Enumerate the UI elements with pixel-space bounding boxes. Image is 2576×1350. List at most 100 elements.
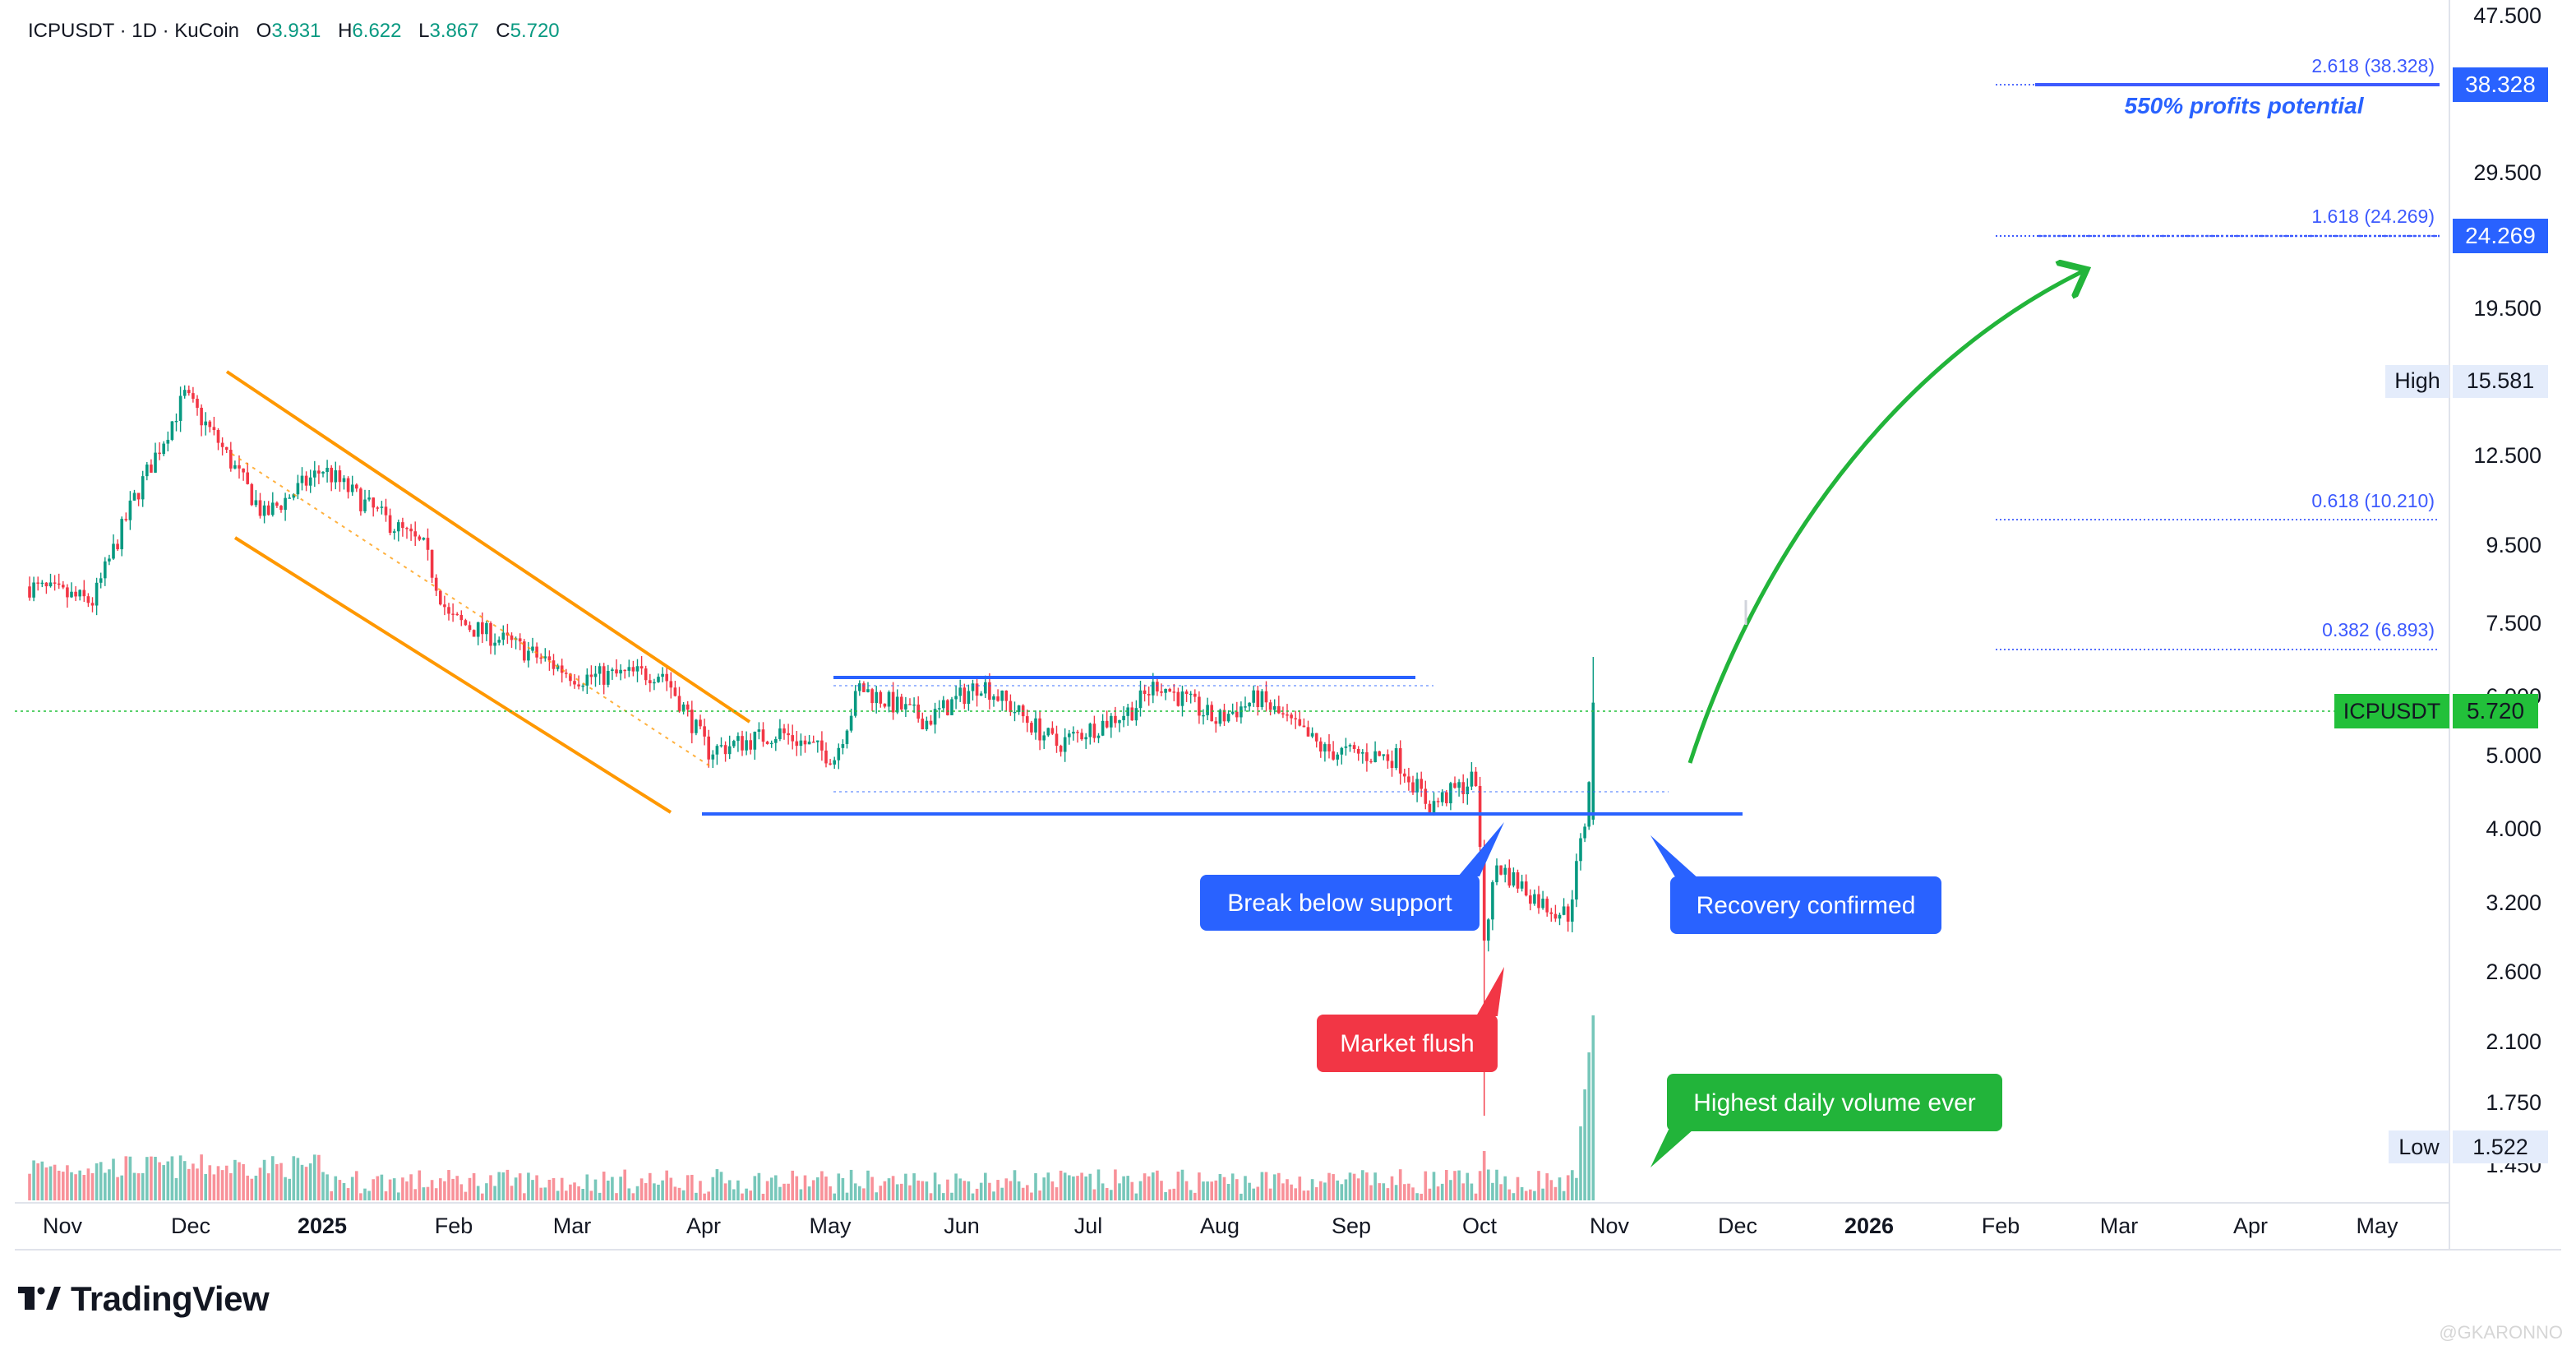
candle-body xyxy=(602,666,606,685)
volume-bar xyxy=(925,1181,929,1200)
candle-body xyxy=(204,421,207,426)
candle-body xyxy=(649,680,652,684)
candle-body xyxy=(845,730,849,745)
candle-body xyxy=(736,736,740,742)
volume-bar xyxy=(1533,1190,1536,1200)
tradingview-logo[interactable]: TradingView xyxy=(18,1279,270,1319)
candle-body xyxy=(1365,751,1369,761)
volume-bar xyxy=(627,1188,631,1200)
volume-bar xyxy=(657,1184,660,1200)
volume-bar xyxy=(1084,1176,1087,1200)
candle-body xyxy=(745,740,748,751)
volume-bar xyxy=(833,1193,836,1200)
candle-body xyxy=(1248,702,1251,707)
volume-bar xyxy=(866,1170,870,1200)
candle-body xyxy=(145,465,149,477)
candle-body xyxy=(288,497,291,499)
volume-bar xyxy=(963,1181,967,1200)
candle-body xyxy=(925,720,929,730)
volume-bar xyxy=(900,1183,903,1200)
volume-bar xyxy=(879,1186,883,1200)
volume-bar xyxy=(887,1178,891,1200)
candle-body xyxy=(1553,913,1558,919)
candle-body xyxy=(1017,705,1021,712)
candle-body xyxy=(757,729,761,732)
candle-body xyxy=(619,669,622,674)
volume-bar xyxy=(1298,1177,1302,1200)
candle-body xyxy=(330,467,333,483)
candle-body xyxy=(552,660,556,669)
candle-body xyxy=(573,681,576,685)
volume-bar xyxy=(178,1155,182,1200)
candle-body xyxy=(799,740,803,747)
volume-bar xyxy=(1566,1175,1570,1200)
candle-body xyxy=(958,687,962,696)
time-tick: Nov xyxy=(1590,1214,1630,1238)
candle-body xyxy=(405,528,409,529)
candle-body xyxy=(128,500,132,520)
author-watermark: @GKARONNO xyxy=(2439,1322,2563,1343)
candle-body xyxy=(284,497,287,511)
volume-bar xyxy=(1009,1181,1013,1200)
volume-bar xyxy=(1222,1177,1226,1200)
candle-body xyxy=(627,667,631,671)
candle-body xyxy=(443,604,446,608)
candle-body xyxy=(971,683,975,691)
volume-bar xyxy=(510,1186,514,1200)
volume-bar xyxy=(204,1174,207,1200)
candle-body xyxy=(1545,899,1549,913)
volume-bar xyxy=(506,1169,510,1200)
interval[interactable]: 1D xyxy=(132,20,157,42)
candle-body xyxy=(317,470,321,474)
volume-bar xyxy=(1420,1193,1423,1200)
candle-body xyxy=(409,528,413,532)
volume-bar xyxy=(560,1177,564,1200)
volume-bar xyxy=(1180,1169,1184,1200)
candle-body xyxy=(803,740,807,745)
volume-bar xyxy=(992,1191,995,1200)
volume-bar xyxy=(413,1189,417,1200)
candle-body xyxy=(1369,761,1373,763)
candle-body xyxy=(1348,745,1352,747)
candle-body xyxy=(690,710,694,733)
volume-bar xyxy=(1507,1189,1512,1200)
candle-body xyxy=(208,421,212,428)
volume-bar xyxy=(376,1176,380,1200)
candle-body xyxy=(1386,754,1390,761)
candle-body xyxy=(1310,733,1314,737)
candle-body xyxy=(254,500,258,506)
candle-body xyxy=(1068,733,1071,737)
volume-bar xyxy=(1558,1177,1562,1200)
candle-body xyxy=(392,531,396,534)
candle-body xyxy=(699,719,702,727)
volume-bar xyxy=(1457,1170,1461,1200)
volume-bar xyxy=(166,1161,170,1200)
volume-bar xyxy=(434,1188,438,1200)
volume-bar xyxy=(363,1188,367,1200)
volume-bar xyxy=(681,1190,686,1200)
candle-body xyxy=(1352,745,1356,750)
candle-body xyxy=(539,657,542,659)
volume-bar xyxy=(44,1167,48,1200)
volume-bar xyxy=(187,1168,191,1200)
candle-body xyxy=(1026,716,1029,724)
volume-bar xyxy=(170,1156,174,1200)
candle-body xyxy=(547,656,552,661)
volume-bar xyxy=(1277,1172,1281,1200)
symbol-name[interactable]: ICPUSDT xyxy=(28,20,114,42)
volume-bar xyxy=(1004,1178,1009,1200)
candle-body xyxy=(321,472,325,474)
volume-bar xyxy=(162,1165,165,1200)
candle-body xyxy=(95,582,99,606)
volume-bar xyxy=(212,1174,216,1200)
open-value: 3.931 xyxy=(271,20,321,42)
volume-bar xyxy=(1126,1176,1129,1200)
exchange: KuCoin xyxy=(174,20,239,42)
volume-bar xyxy=(40,1161,44,1200)
candle-body xyxy=(1156,682,1159,692)
candle-body xyxy=(1286,714,1289,716)
time-tick: May xyxy=(2356,1214,2398,1238)
candle-body xyxy=(250,483,254,506)
volume-bar xyxy=(1092,1189,1096,1200)
